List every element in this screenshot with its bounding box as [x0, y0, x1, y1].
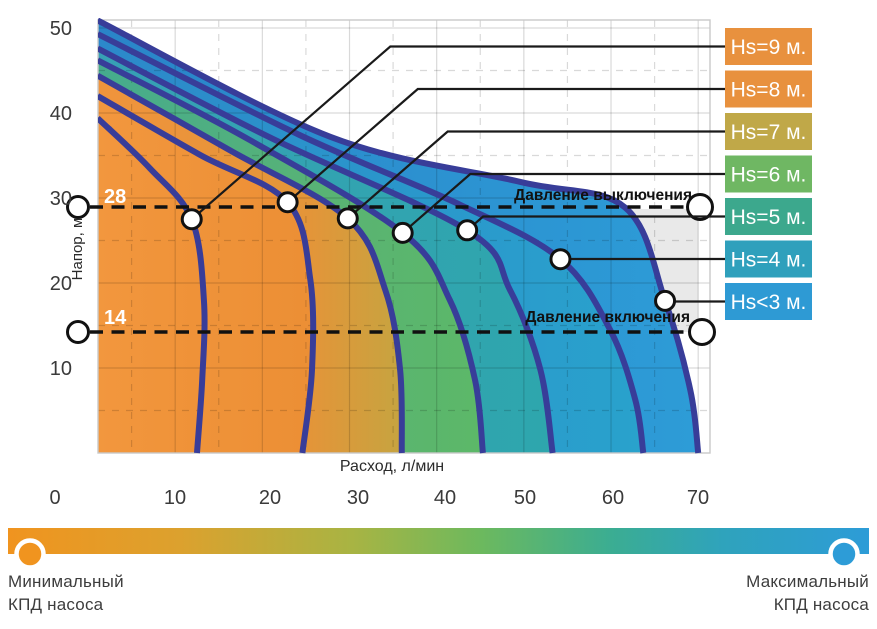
x-axis-title: Расход, л/мин: [340, 458, 444, 475]
hs-label-hs8: Hs=8 м.: [731, 79, 807, 102]
y-tick-30: 30: [50, 188, 72, 210]
pressure-line-right-circle: [688, 318, 716, 346]
efficiency-zone-hs9: [98, 118, 205, 453]
min-efficiency-dot: [14, 538, 46, 570]
max-efficiency-line2: КПД насоса: [773, 594, 869, 614]
pressure-line-left-circle: [66, 195, 90, 219]
y-tick-10: 10: [50, 358, 72, 380]
x-tick-60: 60: [602, 487, 624, 509]
callout-line-hs6: [401, 172, 725, 234]
curve-marker-hs9: [180, 208, 203, 231]
x-tick-0: 0: [49, 487, 60, 509]
hs-label-box-hs9: [725, 28, 812, 65]
hs-label-hs6: Hs=6 м.: [731, 164, 807, 187]
callout-line-hs8: [286, 87, 725, 204]
min-efficiency-line2: КПД насоса: [8, 594, 104, 614]
curve-marker-hs8: [276, 191, 299, 214]
hs-label-box-hs5: [725, 198, 812, 235]
min-efficiency-line1: Минимальный: [8, 572, 124, 591]
pressure-value-label: 28: [104, 186, 126, 208]
pressure-line-right-circle: [686, 193, 714, 221]
hs-label-hs5: Hs=5 м.: [731, 206, 807, 229]
pressure-name-label: Давление включения: [525, 309, 690, 326]
y-tick-20: 20: [50, 273, 72, 295]
max-efficiency-line1: Максимальный: [746, 572, 869, 591]
curve-marker-hs7: [336, 207, 359, 230]
curve-marker-hs5: [456, 219, 479, 242]
curve-marker-hs6: [391, 221, 414, 244]
pressure-line-left-circle: [66, 320, 90, 344]
x-tick-70: 70: [687, 487, 709, 509]
pump-curve-hs9: [98, 115, 208, 454]
x-tick-20: 20: [259, 487, 281, 509]
y-axis-title: Напор, м: [69, 218, 86, 281]
x-tick-30: 30: [347, 487, 369, 509]
max-efficiency-label: Максимальный КПД насоса: [746, 571, 869, 616]
efficiency-gradient-bar: [8, 528, 869, 554]
y-tick-40: 40: [50, 103, 72, 125]
max-efficiency-dot: [828, 538, 860, 570]
curve-marker-hs4: [549, 248, 572, 271]
pressure-value-label: 14: [104, 307, 127, 329]
hs-label-box-hs6: [725, 155, 812, 193]
hs-label-hs4: Hs=4 м.: [731, 249, 807, 272]
hs-label-box-hs-lt3: [725, 283, 812, 320]
callout-line-hs9: [191, 45, 725, 221]
hs-label-box-hs7: [725, 113, 812, 150]
pump-curve-hs-lt3: [98, 18, 702, 454]
x-tick-50: 50: [514, 487, 536, 509]
callout-line-hs7: [347, 130, 725, 220]
hs-label-hs9: Hs=9 м.: [731, 36, 807, 59]
pump-curve-hs7: [98, 72, 405, 454]
pump-curve-hs4: [98, 31, 647, 454]
hs-label-box-hs8: [725, 70, 812, 108]
pressure-name-label: Давление выключения: [514, 187, 692, 204]
x-tick-10: 10: [164, 487, 186, 509]
pump-curve-hs8: [98, 93, 317, 454]
hs-label-box-hs4: [725, 240, 812, 278]
hs-label-hs7: Hs=7 м.: [731, 121, 807, 144]
hs-label-hs-lt3: Hs<3 м.: [731, 291, 807, 314]
curve-marker-hs-lt3: [654, 289, 677, 312]
plot-frame: [97, 19, 711, 454]
y-tick-50: 50: [50, 18, 72, 40]
min-efficiency-label: Минимальный КПД насоса: [8, 571, 124, 616]
x-tick-40: 40: [434, 487, 456, 509]
